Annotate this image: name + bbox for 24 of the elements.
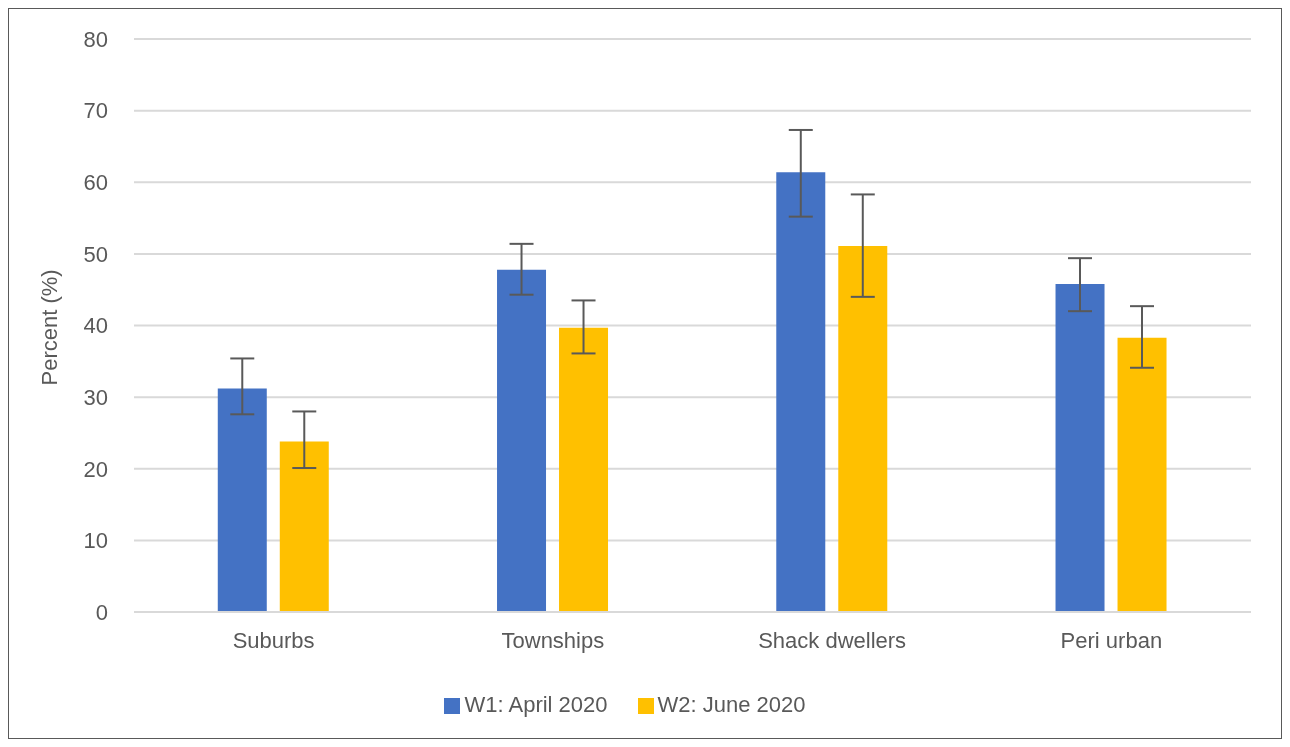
legend-label: W2: June 2020 xyxy=(657,692,806,717)
y-tick-label: 30 xyxy=(83,384,108,410)
x-tick-label: Peri urban xyxy=(1060,627,1163,653)
y-tick-label: 80 xyxy=(83,26,108,52)
y-tick-label: 50 xyxy=(83,241,108,267)
y-tick-label: 10 xyxy=(83,528,108,554)
bar xyxy=(217,388,267,612)
y-tick-label: 40 xyxy=(83,313,108,339)
bar xyxy=(838,246,888,612)
legend-label: W1: April 2020 xyxy=(464,692,608,717)
bar xyxy=(1117,337,1167,612)
x-tick-label: Shack dwellers xyxy=(758,627,907,653)
bar xyxy=(279,441,329,612)
y-tick-label: 0 xyxy=(95,599,108,625)
y-axis-title: Percent (%) xyxy=(36,269,62,386)
x-tick-label: Townships xyxy=(501,627,605,653)
bar xyxy=(559,327,609,612)
x-tick-label: Suburbs xyxy=(232,627,315,653)
y-tick-label: 20 xyxy=(83,456,108,482)
bar xyxy=(497,269,547,612)
bar xyxy=(776,172,826,612)
y-tick-label: 70 xyxy=(83,98,108,124)
y-tick-label: 60 xyxy=(83,170,108,196)
bar xyxy=(1055,283,1105,612)
